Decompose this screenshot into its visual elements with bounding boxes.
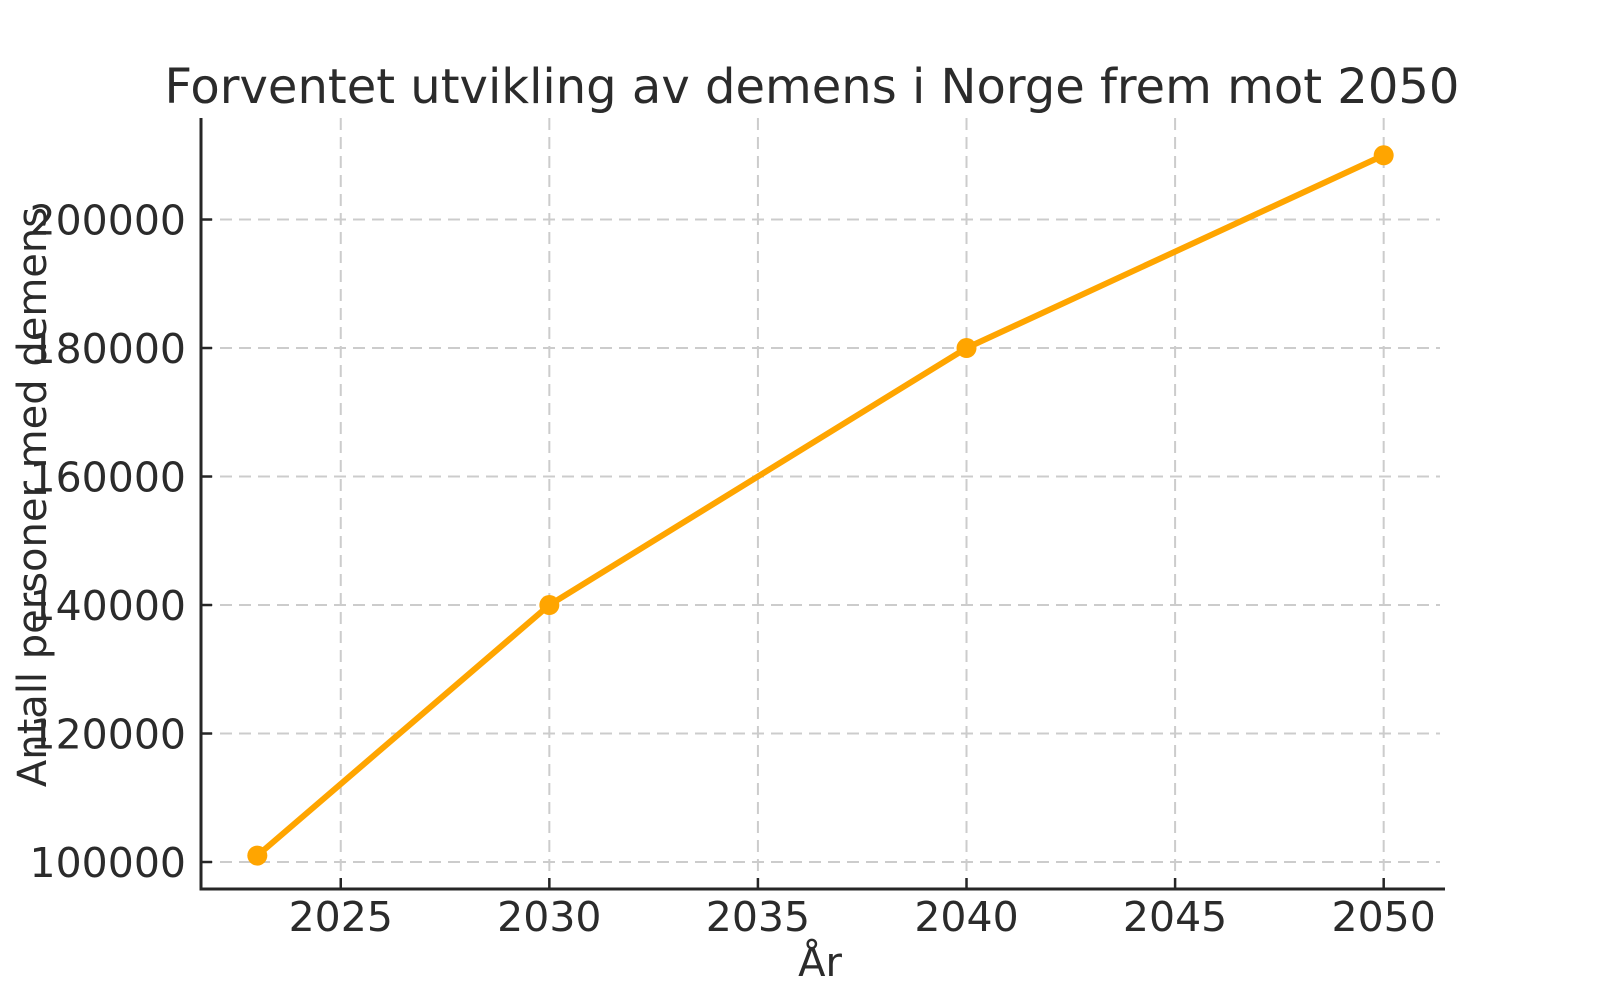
x-axis-label: År [798, 938, 842, 986]
y-tick-label: 100000 [29, 839, 186, 887]
y-axis-label: Antall personer med demens [10, 207, 56, 787]
y-tick-label: 160000 [29, 454, 186, 502]
gridlines [201, 118, 1440, 889]
y-tick-label: 180000 [29, 325, 186, 373]
x-tick-label: 2050 [1332, 893, 1436, 941]
x-tick-label: 2035 [706, 893, 810, 941]
data-point-marker [539, 595, 560, 616]
y-tick-label: 120000 [29, 711, 186, 759]
data-point-marker [247, 845, 268, 866]
x-tick-label: 2045 [1123, 893, 1227, 941]
x-tick-label: 2040 [914, 893, 1018, 941]
y-tick-label: 140000 [29, 582, 186, 630]
tick-labels: 2025 2030 2035 2040 2045 2050 100000 120000 1400… [29, 197, 1435, 941]
axes [199, 118, 1445, 891]
x-tick-label: 2025 [289, 893, 393, 941]
y-tick-label: 200000 [29, 197, 186, 245]
chart-title: Forventet utvikling av demens i Norge fr… [165, 59, 1460, 115]
data-series [247, 145, 1394, 866]
dementia-trend-line [254, 152, 1387, 859]
data-point-marker [1373, 145, 1394, 166]
data-point-marker [956, 338, 977, 359]
x-tick-label: 2030 [497, 893, 601, 941]
